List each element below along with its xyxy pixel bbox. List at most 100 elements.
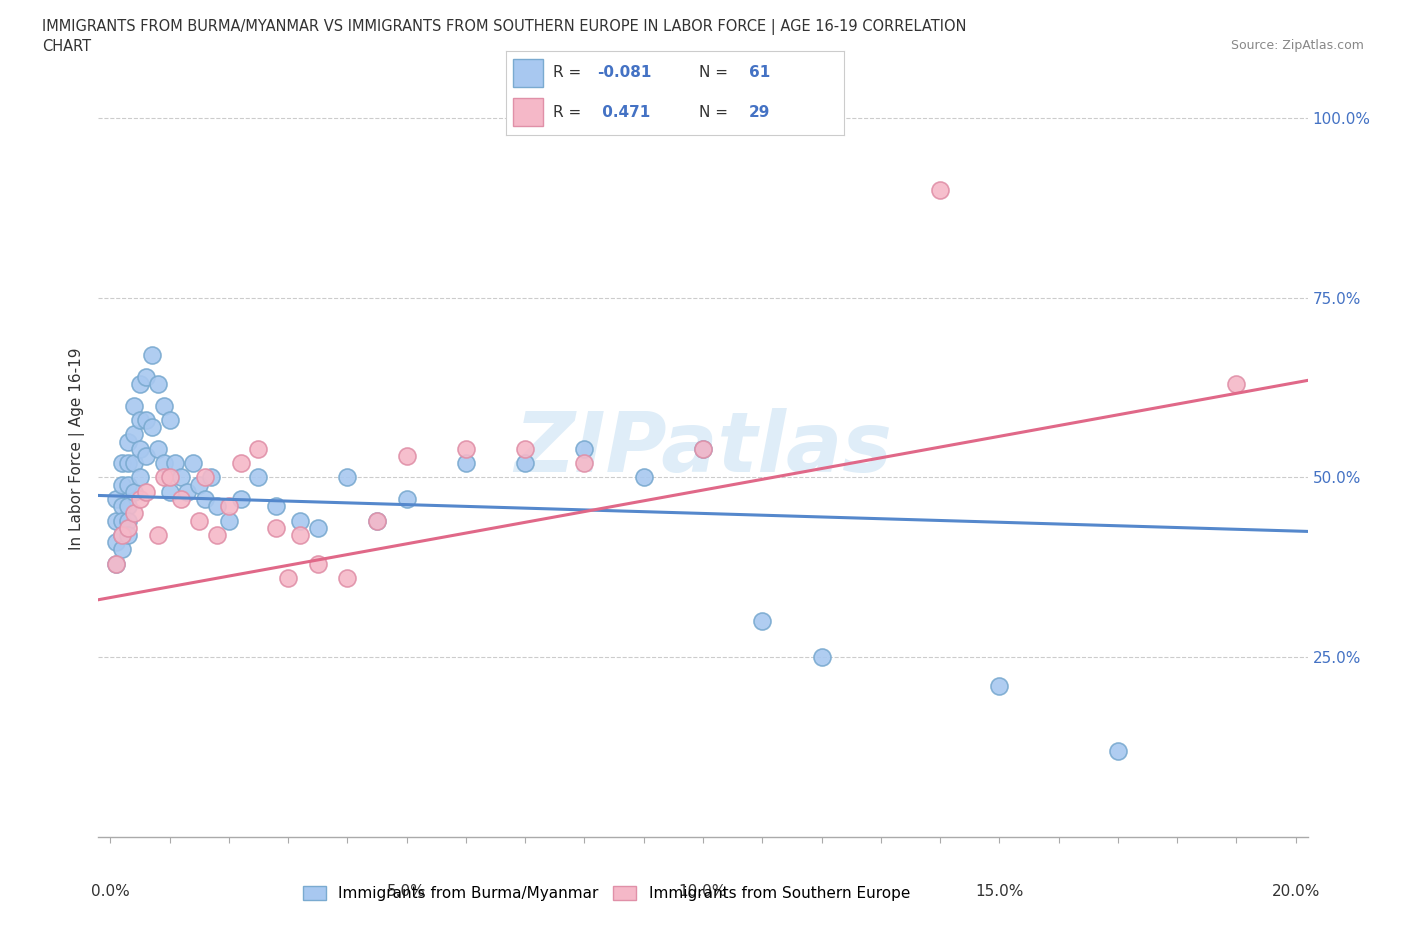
Point — [574, 456, 596, 471]
Text: N =: N = — [699, 105, 733, 120]
Text: -0.081: -0.081 — [598, 65, 651, 80]
Point — [122, 506, 145, 521]
Point — [135, 485, 157, 499]
Point — [111, 513, 134, 528]
Point — [366, 513, 388, 528]
Text: CHART: CHART — [42, 39, 91, 54]
Point — [117, 477, 139, 492]
Point — [247, 442, 270, 457]
Point — [229, 456, 252, 471]
Text: 10.0%: 10.0% — [679, 884, 727, 898]
Point — [574, 442, 596, 457]
Point — [454, 442, 477, 457]
FancyBboxPatch shape — [513, 98, 543, 126]
Point — [152, 470, 174, 485]
Text: 0.0%: 0.0% — [91, 884, 129, 898]
Point — [141, 419, 163, 434]
Point — [515, 442, 537, 457]
Point — [117, 513, 139, 528]
Point — [135, 369, 157, 384]
Point — [188, 513, 211, 528]
Point — [146, 442, 169, 457]
Legend: Immigrants from Burma/Myanmar, Immigrants from Southern Europe: Immigrants from Burma/Myanmar, Immigrant… — [297, 880, 917, 907]
Point — [288, 513, 311, 528]
Point — [633, 470, 655, 485]
Text: 15.0%: 15.0% — [976, 884, 1024, 898]
Point — [146, 527, 169, 542]
FancyBboxPatch shape — [513, 59, 543, 87]
Text: ZIPatlas: ZIPatlas — [515, 408, 891, 489]
Text: R =: R = — [554, 65, 586, 80]
Point — [454, 456, 477, 471]
Point — [181, 456, 204, 471]
Point — [692, 442, 714, 457]
Text: 5.0%: 5.0% — [387, 884, 426, 898]
Point — [105, 492, 128, 507]
Point — [111, 527, 134, 542]
Text: 61: 61 — [749, 65, 770, 80]
Text: 0.471: 0.471 — [598, 105, 651, 120]
Point — [692, 442, 714, 457]
Point — [135, 448, 157, 463]
Point — [988, 679, 1011, 694]
Text: Source: ZipAtlas.com: Source: ZipAtlas.com — [1230, 39, 1364, 52]
Point — [170, 470, 193, 485]
Point — [117, 527, 139, 542]
Point — [336, 470, 359, 485]
Point — [159, 413, 181, 428]
Text: 29: 29 — [749, 105, 770, 120]
Point — [129, 377, 152, 392]
Point — [122, 427, 145, 442]
Point — [810, 650, 832, 665]
Point — [122, 456, 145, 471]
Point — [515, 456, 537, 471]
Text: R =: R = — [554, 105, 586, 120]
Text: N =: N = — [699, 65, 733, 80]
Point — [129, 492, 152, 507]
Point — [111, 456, 134, 471]
Point — [122, 485, 145, 499]
Point — [111, 527, 134, 542]
Point — [307, 521, 329, 536]
Point — [159, 470, 181, 485]
Point — [141, 348, 163, 363]
Point — [105, 513, 128, 528]
Point — [152, 456, 174, 471]
Point — [117, 456, 139, 471]
Point — [194, 470, 217, 485]
Point — [395, 492, 418, 507]
Point — [152, 398, 174, 413]
Point — [1107, 743, 1129, 758]
Point — [1225, 377, 1247, 392]
Point — [129, 470, 152, 485]
Point — [165, 456, 187, 471]
Point — [264, 521, 287, 536]
Point — [117, 498, 139, 513]
Point — [229, 492, 252, 507]
Point — [176, 485, 198, 499]
Point — [205, 498, 228, 513]
Point — [218, 513, 240, 528]
Point — [336, 571, 359, 586]
Point — [129, 442, 152, 457]
Point — [146, 377, 169, 392]
Point — [105, 535, 128, 550]
Point — [111, 542, 134, 557]
Point — [111, 477, 134, 492]
Point — [188, 477, 211, 492]
Point — [929, 182, 952, 197]
Point — [200, 470, 222, 485]
Point — [264, 498, 287, 513]
Point — [395, 448, 418, 463]
Point — [751, 614, 773, 629]
Point — [288, 527, 311, 542]
Point — [277, 571, 299, 586]
Point — [117, 434, 139, 449]
Point — [105, 556, 128, 571]
Point — [117, 521, 139, 536]
Point — [194, 492, 217, 507]
Point — [170, 492, 193, 507]
Point — [366, 513, 388, 528]
Point — [218, 498, 240, 513]
Text: 20.0%: 20.0% — [1271, 884, 1320, 898]
